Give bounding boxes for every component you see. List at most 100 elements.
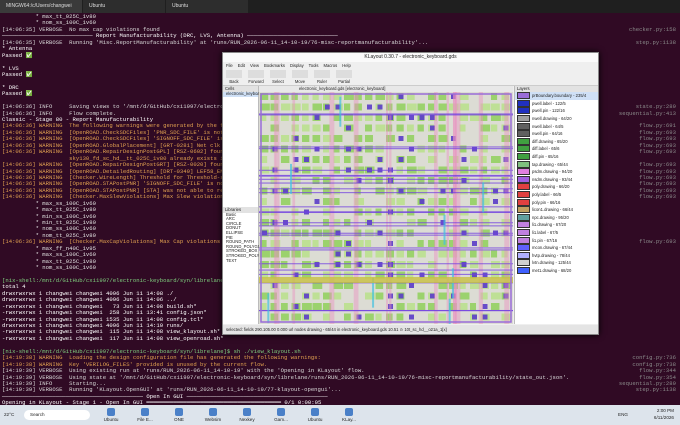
- layout-shape: [386, 135, 395, 142]
- layout-shape: [459, 303, 468, 310]
- tab[interactable]: Ubuntu: [166, 0, 248, 13]
- cell-item[interactable]: electronic_keyboard: [223, 91, 263, 97]
- tool-button[interactable]: Select: [270, 70, 286, 85]
- library-item[interactable]: TEXT: [226, 257, 237, 263]
- layer-row[interactable]: diff.drawing - 65/20: [515, 137, 598, 146]
- terminal-tabs: MINGW64:/c/Users/changwei Ubuntu Ubuntu: [0, 0, 680, 13]
- taskbar-app[interactable]: File E...: [134, 408, 156, 422]
- layer-row[interactable]: nwell.pin - 64/16: [515, 130, 598, 138]
- menu-item[interactable]: Tools: [308, 63, 319, 68]
- layer-row[interactable]: li1.drawing - 67/20: [515, 221, 598, 229]
- layout-shape: [302, 261, 312, 268]
- weather[interactable]: 22°C: [4, 412, 15, 417]
- status-bar: selected: fields 290.105.00 0.000 url no…: [223, 325, 598, 334]
- terminal: * max_tt_025C_1v80 * nom_ss_100C_1v60 [14…: [0, 14, 680, 405]
- layer-row[interactable]: nwell.drawing - 64/20: [515, 115, 598, 123]
- layer-row[interactable]: tap.drawing - 65/44: [515, 160, 598, 168]
- layout-shape: [365, 124, 372, 132]
- search-box[interactable]: Search: [24, 410, 90, 420]
- layout-shape: [388, 178, 393, 183]
- layer-row[interactable]: lvtn.drawing - 125/44: [515, 259, 598, 267]
- layout-shape: [503, 283, 509, 288]
- layout-shape: [480, 292, 488, 300]
- language[interactable]: ENG: [618, 412, 628, 417]
- layer-row[interactable]: pwell.pin - 122/16: [515, 107, 598, 115]
- layout-shape: [459, 103, 470, 111]
- layer-row[interactable]: pwell.label - 122/5: [515, 99, 598, 108]
- layer-name: li1.label - 67/5: [532, 229, 559, 235]
- taskbar-app[interactable]: Gam...: [270, 408, 292, 422]
- library-select[interactable]: Basic: [226, 211, 237, 217]
- menu-item[interactable]: Display: [289, 63, 304, 68]
- layout-shape: [302, 271, 312, 279]
- layout-shape: [504, 92, 510, 324]
- layout-shape: [396, 261, 406, 268]
- layout-shape: [312, 124, 321, 132]
- library-item[interactable]: STROKED_POLYGON: [226, 252, 269, 258]
- taskbar-app[interactable]: KLay...: [338, 408, 360, 422]
- menu-item[interactable]: Edit: [237, 63, 245, 68]
- tool-button[interactable]: Partial: [336, 70, 352, 85]
- library-item[interactable]: ARC: [226, 216, 235, 222]
- layout-shape: [270, 313, 279, 321]
- tool-button[interactable]: Move: [292, 70, 308, 85]
- layer-swatch: [517, 191, 530, 199]
- terminal-line: * DRC: [2, 83, 19, 91]
- layout-shape: [291, 177, 301, 184]
- layout-shape: [270, 114, 279, 121]
- layout-shape: [396, 114, 406, 121]
- taskbar-app[interactable]: Websim: [202, 408, 224, 422]
- layer-row[interactable]: mcon.drawing - 67/44: [515, 244, 598, 252]
- library-item[interactable]: CIRCLE: [226, 220, 242, 226]
- layer-swatch: [517, 266, 530, 274]
- layer-row[interactable]: nwell.label - 64/5: [515, 122, 598, 130]
- tab[interactable]: Ubuntu: [83, 0, 165, 13]
- library-item[interactable]: ROUND_PATH: [226, 239, 255, 245]
- layer-row[interactable]: met1.drawing - 68/20: [515, 266, 598, 275]
- tab[interactable]: MINGW64:/c/Users/changwei: [0, 0, 82, 13]
- view-tab[interactable]: electronic_keyboard.gds [electronic_keyb…: [259, 86, 513, 92]
- layer-row[interactable]: hvtp.drawing - 78/44: [515, 251, 598, 259]
- library-item[interactable]: ROUND_POLYGON: [226, 243, 265, 249]
- taskbar-app[interactable]: Ubuntu: [100, 408, 122, 422]
- layout-shape: [344, 303, 354, 310]
- layer-row[interactable]: diff.label - 65/6: [515, 145, 598, 153]
- menu-item[interactable]: View: [249, 63, 259, 68]
- layout-shape: [388, 293, 393, 299]
- library-item[interactable]: ELLIPSE: [226, 229, 243, 235]
- layer-row[interactable]: li1.label - 67/5: [515, 228, 598, 237]
- menu-item[interactable]: File: [226, 63, 233, 68]
- layer-row[interactable]: diff.pin - 65/16: [515, 153, 598, 161]
- layout-shape: [302, 303, 312, 310]
- menu-item[interactable]: Bookmarks: [263, 63, 285, 68]
- layer-row[interactable]: poly.pin - 66/16: [515, 198, 598, 206]
- layout-shape: [501, 135, 511, 142]
- menu-bar: File Edit View Bookmarks Display Tools Macros H…: [223, 62, 598, 70]
- layer-row[interactable]: prBoundary.boundary - 235/4: [515, 92, 598, 100]
- layer-row[interactable]: poly.drawing - 66/20: [515, 183, 598, 191]
- clock[interactable]: 2:00 PM: [656, 408, 674, 413]
- menu-item[interactable]: Macros: [323, 63, 338, 68]
- layer-row[interactable]: npc.drawing - 95/20: [515, 213, 598, 222]
- taskbar-app[interactable]: ONE: [168, 408, 190, 422]
- layout-shape: [407, 93, 415, 100]
- library-item[interactable]: PIE: [226, 234, 233, 240]
- tool-button[interactable]: Forward: [248, 70, 264, 85]
- tool-button[interactable]: Ruler: [314, 70, 330, 85]
- layout-shape: [459, 292, 470, 300]
- library-item[interactable]: DONUT: [226, 225, 241, 231]
- layer-row[interactable]: poly.label - 66/5: [515, 191, 598, 199]
- layout-shape: [454, 92, 461, 324]
- layer-row[interactable]: li1.pin - 67/16: [515, 236, 598, 244]
- layer-row[interactable]: psdm.drawing - 94/20: [515, 168, 598, 176]
- layer-row[interactable]: licon1.drawing - 66/44: [515, 206, 598, 214]
- taskbar-app[interactable]: Ubuntu: [304, 408, 326, 422]
- layout-shape: [259, 188, 513, 190]
- layout-shape: [312, 103, 322, 111]
- layer-row[interactable]: nsdm.drawing - 93/44: [515, 175, 598, 184]
- tool-button[interactable]: Back: [226, 70, 242, 85]
- library-item[interactable]: STROKED_BOX: [226, 248, 258, 254]
- date[interactable]: 6/11/2026: [653, 415, 674, 420]
- taskbar-app[interactable]: Nexkey: [236, 408, 258, 422]
- menu-item[interactable]: Help: [342, 63, 351, 68]
